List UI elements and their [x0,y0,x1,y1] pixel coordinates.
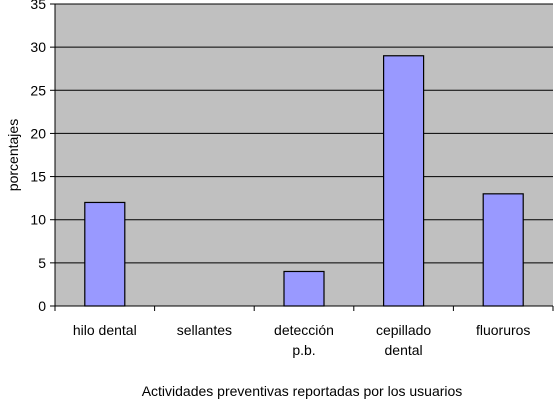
y-tick-label: 35 [30,0,46,12]
y-tick-label: 25 [30,82,46,98]
x-tick-label: fluoruros [476,322,530,338]
y-axis-title: porcentajes [5,119,21,191]
bar-4 [383,55,425,307]
y-tick-label: 30 [30,39,46,55]
y-tick-label: 15 [30,169,46,185]
bar-3 [283,270,325,307]
x-tick-label: sellantes [177,322,232,338]
y-tick-label: 0 [38,298,46,314]
plot-area [55,4,553,306]
bar-1 [84,201,126,307]
y-tick-labels: 0 5 10 15 20 25 30 35 [30,0,55,314]
bar-5 [482,193,524,307]
x-tick-label: cepillado [376,322,431,338]
x-tick-labels: hilo dental sellantes detección p.b. cepilla… [54,306,554,358]
x-axis-title: Actividades preventivas reportadas por l… [142,383,463,399]
x-tick-label: detección [274,322,334,338]
x-tick-label: p.b. [292,342,315,358]
y-tick-label: 20 [30,125,46,141]
gridlines [55,3,553,264]
x-tick-label: dental [385,342,423,358]
y-tick-label: 10 [30,212,46,228]
x-tick-label: hilo dental [73,322,137,338]
y-tick-label: 5 [38,255,46,271]
